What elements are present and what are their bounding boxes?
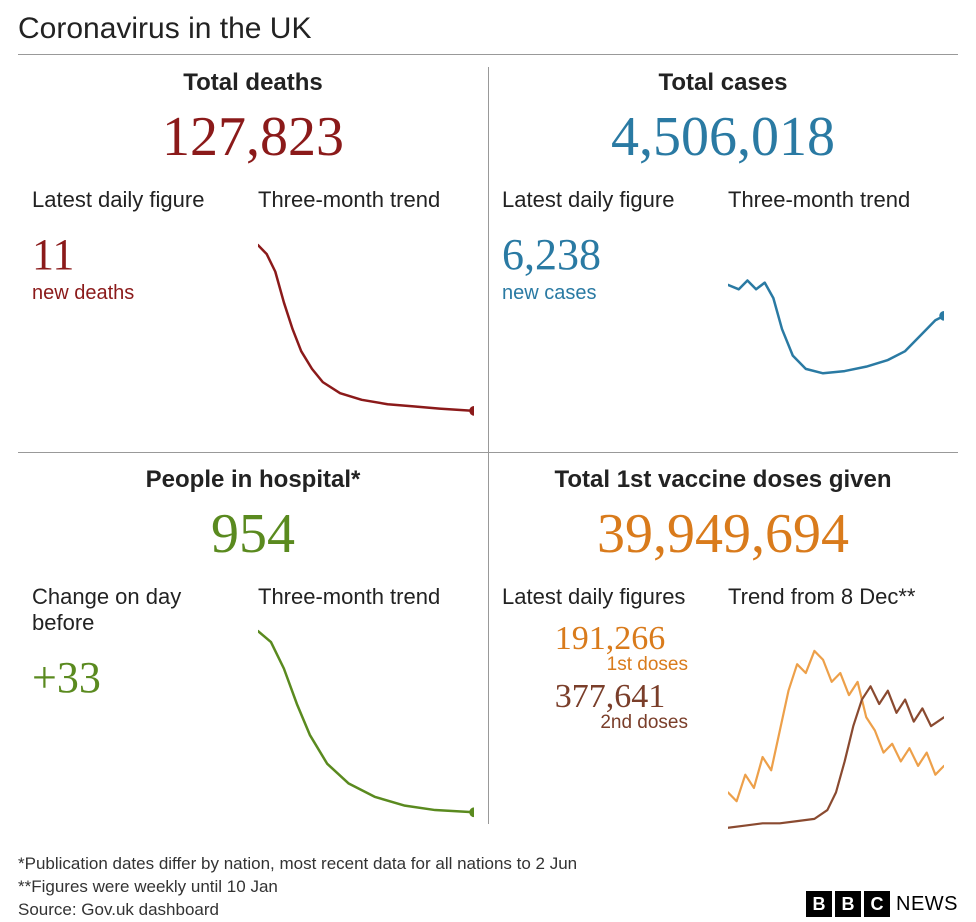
panel-cases-title: Total cases	[502, 69, 944, 97]
cases-trend-label: Three-month trend	[728, 187, 944, 213]
hospital-trend-chart	[258, 620, 474, 841]
vaccine-1st-caption: 1st doses	[502, 654, 718, 676]
hospital-trend-label: Three-month trend	[258, 584, 474, 610]
vaccine-total: 39,949,694	[502, 502, 944, 566]
deaths-trend-chart	[258, 223, 474, 444]
cases-total: 4,506,018	[502, 105, 944, 169]
panel-hospital: People in hospital* 954 Change on day be…	[18, 452, 488, 849]
cases-daily-caption: new cases	[502, 282, 718, 305]
deaths-daily-value: 11	[32, 229, 248, 280]
panel-cases: Total cases 4,506,018 Latest daily figur…	[488, 55, 958, 452]
hospital-change-label: Change on day before	[32, 584, 248, 636]
deaths-total: 127,823	[32, 105, 474, 169]
cases-daily-label: Latest daily figure	[502, 187, 718, 213]
panel-deaths-title: Total deaths	[32, 69, 474, 97]
hospital-change-value: +33	[32, 652, 248, 703]
panel-deaths: Total deaths 127,823 Latest daily figure…	[18, 55, 488, 452]
bbc-news-text: NEWS	[896, 891, 958, 918]
bbc-blocks: B B C	[806, 891, 890, 917]
footnote-1: *Publication dates differ by nation, mos…	[18, 853, 958, 876]
vaccine-daily-label: Latest daily figures	[502, 584, 718, 610]
panel-hospital-title: People in hospital*	[32, 466, 474, 494]
deaths-trend-label: Three-month trend	[258, 187, 474, 213]
deaths-daily-caption: new deaths	[32, 282, 248, 305]
vaccine-trend-chart	[728, 620, 944, 841]
panel-vaccine-title: Total 1st vaccine doses given	[502, 466, 944, 494]
deaths-daily-label: Latest daily figure	[32, 187, 248, 213]
vaccine-2nd-value: 377,641	[502, 678, 718, 716]
bbc-block-1: B	[806, 891, 832, 917]
vaccine-2nd-caption: 2nd doses	[502, 712, 718, 734]
cases-daily-value: 6,238	[502, 229, 718, 280]
stats-grid: Total deaths 127,823 Latest daily figure…	[18, 55, 958, 849]
vaccine-1st-value: 191,266	[502, 620, 718, 658]
bbc-block-3: C	[864, 891, 890, 917]
bbc-news-logo: B B C NEWS	[806, 891, 958, 918]
footer: *Publication dates differ by nation, mos…	[18, 849, 958, 922]
cases-trend-chart	[728, 223, 944, 444]
hospital-total: 954	[32, 502, 474, 566]
vaccine-trend-label: Trend from 8 Dec**	[728, 584, 944, 610]
panel-vaccine: Total 1st vaccine doses given 39,949,694…	[488, 452, 958, 849]
bbc-block-2: B	[835, 891, 861, 917]
main-title: Coronavirus in the UK	[18, 12, 958, 55]
infographic-container: Coronavirus in the UK Total deaths 127,8…	[0, 0, 976, 850]
